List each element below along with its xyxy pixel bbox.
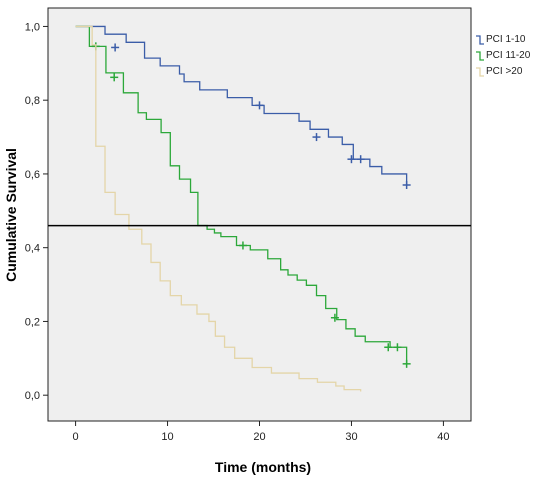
legend-swatch <box>476 67 484 77</box>
series-line-2 <box>75 25 408 364</box>
legend: PCI 1-10 PCI 11-20 PCI >20 <box>476 34 531 77</box>
x-tick-label: 40 <box>437 431 449 443</box>
x-tick-label: 10 <box>161 431 173 443</box>
x-axis-label: Time (months) <box>215 459 311 475</box>
y-tick-label: 0,6 <box>25 169 40 181</box>
x-tick-label: 20 <box>253 431 265 443</box>
y-tick-label: 0,2 <box>25 316 40 328</box>
y-axis-ticks: 0,0 0,2 0,4 0,6 0,8 1,0 <box>25 21 48 402</box>
legend-label: PCI 11-20 <box>486 50 531 61</box>
legend-swatch <box>476 35 484 45</box>
legend-label: PCI 1-10 <box>486 34 526 45</box>
y-axis-label: Cumulative Survival <box>3 148 19 282</box>
y-tick-label: 0,8 <box>25 95 40 107</box>
plot-background <box>47 7 472 422</box>
y-tick-label: 0,0 <box>25 390 40 402</box>
x-axis-ticks: 0 10 20 30 40 <box>73 421 450 443</box>
y-tick-label: 1,0 <box>25 21 40 33</box>
legend-label: PCI >20 <box>486 66 523 77</box>
x-tick-label: 30 <box>345 431 357 443</box>
x-tick-label: 0 <box>73 431 79 443</box>
series-line-3 <box>75 25 362 392</box>
legend-swatch <box>476 51 484 61</box>
series-layer <box>75 25 411 392</box>
y-tick-label: 0,4 <box>25 243 40 255</box>
